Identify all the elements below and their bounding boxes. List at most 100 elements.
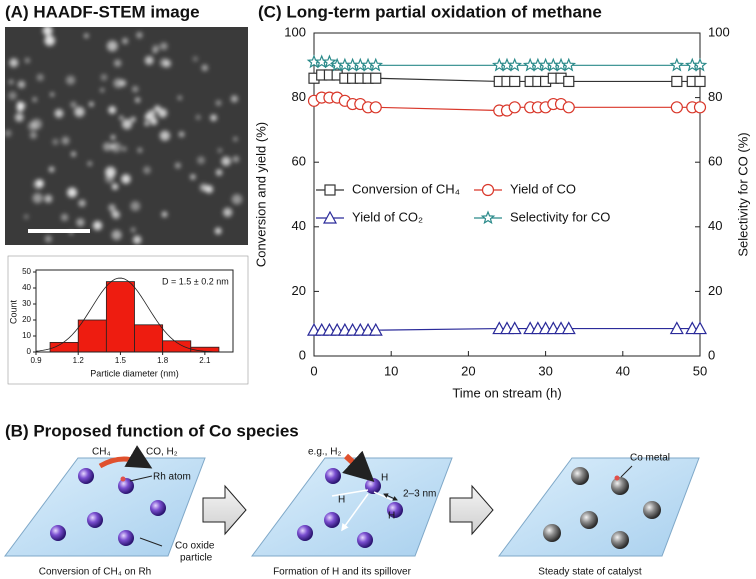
particle <box>119 115 124 120</box>
distance <box>383 493 398 501</box>
x-axis-label: Time on stream (h) <box>452 385 561 400</box>
bar <box>134 324 164 353</box>
y-tick-label: 0 <box>299 347 306 362</box>
particle <box>233 136 238 142</box>
legend-marker <box>322 210 338 224</box>
marker <box>563 75 575 88</box>
marker <box>370 72 382 84</box>
particle <box>70 101 77 108</box>
particle <box>144 121 150 126</box>
rh-atom <box>614 475 620 481</box>
particle <box>136 31 143 39</box>
y-tick-label: 20 <box>292 283 306 298</box>
particle <box>111 209 119 217</box>
particle <box>178 131 185 138</box>
step-1: CH₄ CO, H₂ Rh atom Co oxide particle Con… <box>4 445 215 578</box>
reaction-arrow <box>98 445 153 469</box>
panel-b-title: (B) Proposed function of Co species <box>5 421 299 440</box>
marker <box>693 101 707 114</box>
fit-curve <box>35 277 234 353</box>
particle <box>214 227 222 235</box>
particle <box>78 199 86 207</box>
particle <box>9 58 19 68</box>
y-tick-label: 80 <box>292 89 306 104</box>
particle <box>157 108 168 118</box>
particle <box>130 116 136 122</box>
particle <box>113 78 123 89</box>
particle <box>132 235 142 245</box>
particle <box>177 95 182 100</box>
particle <box>44 235 52 243</box>
y-tick-label: 10 <box>22 331 31 340</box>
rh-atom <box>120 476 126 482</box>
particle <box>143 166 151 174</box>
particle <box>52 138 59 145</box>
x-tick-label: 50 <box>693 363 707 378</box>
particle <box>48 166 55 173</box>
particle <box>32 97 38 102</box>
leader <box>139 537 163 547</box>
particle <box>152 48 158 54</box>
x-tick-label: 20 <box>461 363 475 378</box>
marker <box>561 57 577 72</box>
label: Co oxide <box>175 541 215 552</box>
chart-title: (C) Long-term partial oxidation of metha… <box>258 2 602 21</box>
y-tick-label: 0 <box>27 347 32 356</box>
particle <box>50 92 55 97</box>
marker <box>368 57 384 72</box>
particle <box>221 156 231 167</box>
particle <box>92 220 103 231</box>
x-tick-label: 40 <box>616 363 630 378</box>
particle <box>54 109 64 118</box>
particle <box>205 185 214 194</box>
plate <box>251 457 453 557</box>
particle <box>150 109 155 114</box>
label: Co metal <box>630 453 670 464</box>
particle <box>210 114 217 122</box>
y-axis-label: Conversion and yield (%) <box>253 122 268 267</box>
particle <box>130 227 136 233</box>
particle <box>144 56 154 65</box>
marker <box>507 57 522 72</box>
particle <box>121 146 127 152</box>
label: CH₄ <box>92 447 111 458</box>
particle <box>108 204 116 212</box>
y2-tick-label: 40 <box>708 218 722 233</box>
plot-frame <box>35 269 234 353</box>
particle <box>76 218 85 227</box>
particle <box>24 57 30 64</box>
legend-label: Yield of CO₂ <box>352 209 423 224</box>
particle <box>174 162 181 169</box>
label: H <box>338 495 345 506</box>
particle <box>17 80 26 89</box>
particle <box>27 121 38 131</box>
legend-marker <box>480 210 496 225</box>
marker <box>369 101 382 114</box>
particle <box>197 156 205 165</box>
marker <box>509 75 521 88</box>
plate <box>498 457 700 557</box>
particle <box>135 97 141 103</box>
particle <box>121 174 131 184</box>
legend-label: Conversion of CH₄ <box>352 181 460 196</box>
particle <box>110 135 116 140</box>
particle <box>65 75 76 85</box>
particle <box>108 106 117 114</box>
y2-tick-label: 20 <box>708 283 722 298</box>
x-tick-label: 1.2 <box>73 356 85 365</box>
particle <box>44 194 53 203</box>
y2-tick-label: 80 <box>708 89 722 104</box>
particle <box>104 173 115 184</box>
marker <box>694 75 706 88</box>
particle <box>100 73 108 81</box>
particle <box>45 35 51 41</box>
particle <box>161 211 168 218</box>
particle <box>159 130 171 141</box>
step-arrow <box>449 484 494 536</box>
marker <box>692 57 708 72</box>
y2-tick-label: 60 <box>708 154 722 169</box>
panel-a-title: (A) HAADF-STEM image <box>5 2 200 21</box>
x-tick-label: 2.1 <box>199 356 211 365</box>
label: e.g., H₂ <box>308 447 341 458</box>
